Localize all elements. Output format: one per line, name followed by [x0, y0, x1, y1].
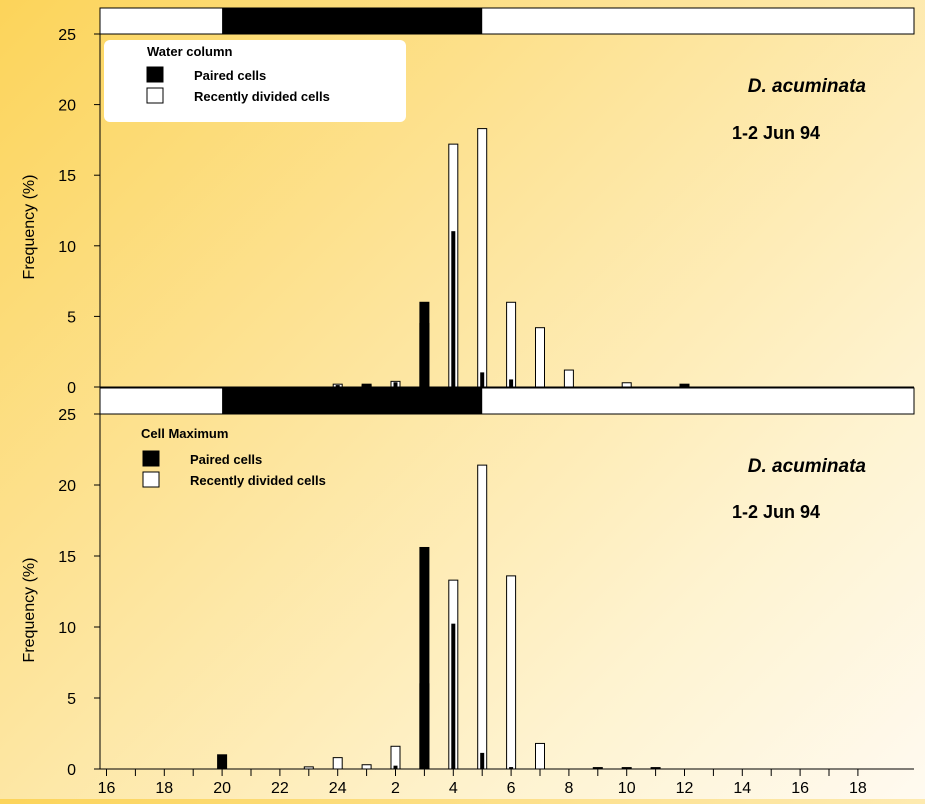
y-tick-label: 20	[58, 98, 76, 115]
bar-paired	[393, 382, 398, 388]
y-tick-label: 20	[58, 478, 76, 495]
bar-recently-divided	[390, 745, 401, 770]
bar-paired	[451, 623, 456, 770]
x-tick-label: 18	[849, 780, 867, 797]
date-annotation: 1-2 Jun 94	[732, 502, 820, 522]
bar-paired	[679, 383, 690, 388]
y-tick-label: 10	[58, 620, 76, 637]
bar-paired	[335, 385, 340, 388]
y-ticks: 0 5 10 15 20 25	[58, 407, 100, 779]
legend-swatch-divided	[146, 87, 164, 104]
panel-cell-maximum: Cell Maximum Paired cells Recently divid…	[21, 387, 915, 797]
legend-swatch-paired	[142, 450, 160, 467]
legend: Water column Paired cells Recently divid…	[104, 40, 406, 122]
x-tick-label: 12	[676, 780, 694, 797]
species-annotation: D. acuminata	[748, 456, 867, 477]
legend-box	[104, 40, 406, 122]
y-axis-label: Frequency (%)	[21, 175, 38, 280]
dark-period-bar	[222, 8, 483, 34]
y-tick-label: 15	[58, 549, 76, 566]
y-tick-label: 15	[58, 168, 76, 185]
y-tick-label: 0	[67, 762, 76, 779]
x-tick-label: 18	[155, 780, 173, 797]
bars	[217, 464, 661, 770]
x-tick-label: 16	[791, 780, 809, 797]
legend-swatch-paired	[146, 66, 164, 83]
y-tick-label: 25	[58, 407, 76, 424]
bars	[332, 128, 690, 388]
legend: Cell Maximum Paired cells Recently divid…	[141, 426, 326, 488]
bar-recently-divided	[506, 301, 517, 388]
x-tick-label: 24	[329, 780, 347, 797]
y-tick-label: 5	[67, 309, 76, 326]
y-tick-label: 0	[67, 380, 76, 397]
legend-label-divided: Recently divided cells	[194, 89, 330, 104]
bar-paired	[217, 754, 228, 770]
legend-title: Cell Maximum	[141, 426, 228, 441]
bar-paired	[509, 379, 514, 388]
x-tick-label: 4	[449, 780, 458, 797]
x-tick-label: 2	[391, 780, 400, 797]
panel-water-column: Water column Paired cells Recently divid…	[21, 7, 915, 397]
x-tick-label: 20	[213, 780, 231, 797]
bar-recently-divided	[303, 766, 314, 770]
bar-recently-divided	[361, 764, 372, 770]
bar-recently-divided	[332, 757, 343, 770]
legend-swatch-divided	[142, 471, 160, 488]
bar-recently-divided	[563, 369, 574, 388]
bar-paired	[393, 765, 398, 770]
y-tick-label: 5	[67, 691, 76, 708]
bar-paired	[361, 383, 372, 388]
bar-paired	[621, 767, 632, 770]
x-tick-label: 14	[733, 780, 751, 797]
bar-paired	[419, 546, 430, 770]
x-ticks: 16 18 20 22 24 2 4 6 8 10 12 14 16 18	[98, 769, 867, 797]
bar-paired	[419, 301, 430, 388]
dark-period-bar	[222, 388, 483, 414]
bar-recently-divided	[621, 382, 632, 388]
y-ticks: 0 5 10 15 20 25	[58, 27, 100, 397]
bar-paired	[650, 767, 661, 770]
bar-paired	[592, 767, 603, 770]
legend-title: Water column	[147, 44, 233, 59]
legend-label-divided: Recently divided cells	[190, 473, 326, 488]
bar-recently-divided	[477, 128, 488, 388]
bar-recently-divided	[535, 742, 545, 770]
bar-recently-divided	[477, 464, 488, 770]
x-tick-label: 22	[271, 780, 289, 797]
x-tick-label: 8	[564, 780, 573, 797]
bar-paired	[451, 231, 456, 388]
x-tick-label: 6	[507, 780, 516, 797]
species-annotation: D. acuminata	[748, 76, 867, 97]
bar-paired	[480, 752, 485, 770]
bar-recently-divided	[506, 575, 517, 770]
x-tick-label: 16	[98, 780, 116, 797]
x-tick-label: 10	[618, 780, 636, 797]
y-tick-label: 25	[58, 27, 76, 44]
date-annotation: 1-2 Jun 94	[732, 123, 820, 143]
bar-paired	[480, 372, 485, 388]
y-axis-label: Frequency (%)	[21, 558, 38, 663]
y-tick-label: 10	[58, 239, 76, 256]
bar-recently-divided	[535, 327, 545, 388]
bar-paired	[509, 767, 514, 770]
legend-label-paired: Paired cells	[190, 452, 262, 467]
legend-label-paired: Paired cells	[194, 68, 266, 83]
